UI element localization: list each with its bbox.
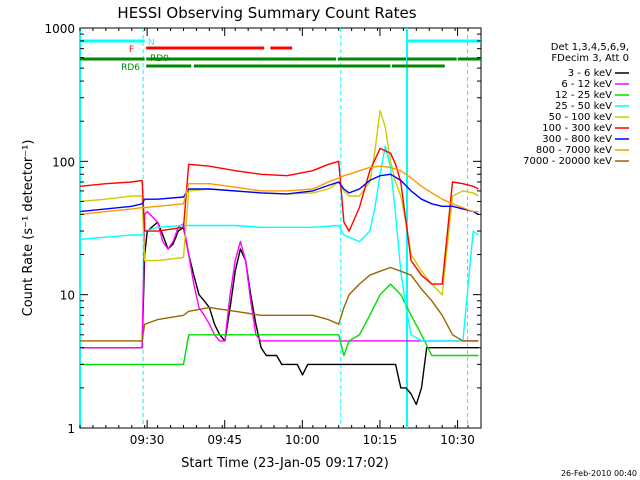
series-line-6-12-kev [80, 210, 479, 349]
flag-label-n: N [148, 38, 155, 48]
footer-timestamp: 26-Feb-2010 00:40 [561, 469, 637, 478]
flag-label-rd0: RD0 [150, 54, 169, 64]
y-tick-label: 1 [67, 422, 75, 436]
legend: Det 1,3,4,5,6,9,FDecim 3, Att 0 3 - 6 keV… [523, 42, 629, 167]
legend-entry-label: 7000 - 20000 keV [523, 156, 612, 167]
y-tick-label: 1000 [44, 22, 75, 36]
x-tick-label: 09:45 [207, 433, 242, 447]
y-axis-ticks: 1 10 100 1000 [44, 22, 481, 436]
legend-entry-label: 12 - 25 keV [555, 90, 612, 101]
x-axis-ticks: 09:30 09:45 10:00 10:15 10:30 [79, 28, 482, 447]
series-line-50-100-kev [79, 109, 479, 296]
series-line-800-7000-kev [79, 165, 479, 216]
legend-header-line: Det 1,3,4,5,6,9, [551, 42, 629, 53]
y-tick-label: 10 [60, 289, 75, 303]
series-line-3-6-kev [80, 221, 479, 406]
x-tick-label: 10:30 [440, 433, 475, 447]
series-line-100-300-kev [79, 147, 479, 285]
legend-entry-label: 100 - 300 keV [542, 123, 612, 134]
x-tick-label: 10:00 [285, 433, 320, 447]
legend-header-line: FDecim 3, Att 0 [551, 53, 629, 64]
x-tick-label: 10:15 [363, 433, 398, 447]
series-lines [79, 109, 479, 406]
series-line-12-25-kev [80, 283, 479, 366]
x-tick-label: 09:30 [130, 433, 165, 447]
legend-entry-label: 800 - 7000 keV [536, 145, 612, 156]
y-axis-label: Count Rate (s⁻¹ detector⁻¹) [21, 140, 36, 317]
series-line-300-800-kev [79, 173, 479, 216]
legend-entry-label: 25 - 50 keV [555, 101, 612, 112]
flag-label-rd6: RD6 [121, 63, 140, 73]
chart-title: HESSI Observing Summary Count Rates [117, 4, 416, 22]
x-axis-label: Start Time (23-Jan-05 09:17:02) [181, 456, 389, 471]
legend-entry-label: 300 - 800 keV [542, 134, 612, 145]
legend-entry-label: 50 - 100 keV [549, 112, 613, 123]
series-line-25-50-kev [79, 145, 479, 342]
y-tick-label: 100 [52, 155, 75, 169]
legend-entry-label: 6 - 12 keV [561, 79, 612, 90]
flag-label-f: F [129, 45, 134, 55]
series-line-7000-20000-kev [80, 266, 479, 342]
legend-entry-label: 3 - 6 keV [568, 68, 612, 79]
flag-bars: N F RD0 RD6 [80, 38, 481, 73]
